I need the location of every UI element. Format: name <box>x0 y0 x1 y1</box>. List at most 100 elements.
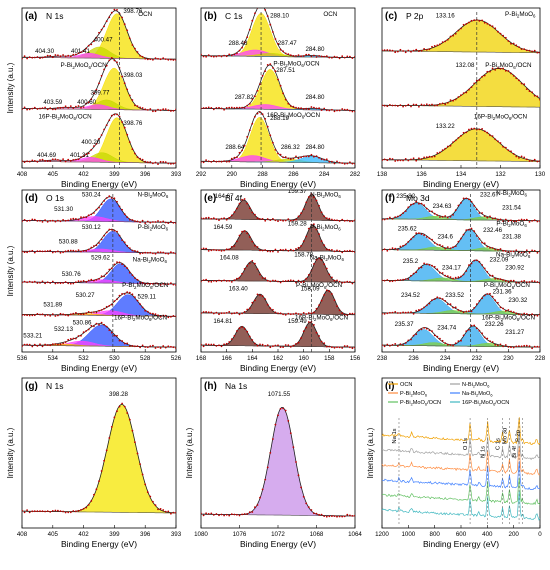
raw-data-point <box>82 106 85 108</box>
raw-data-point <box>389 157 391 160</box>
raw-data-point <box>113 416 116 419</box>
raw-data-point <box>144 309 147 312</box>
x-tick-label: 200 <box>509 531 520 538</box>
x-axis-label: Binding Energy (eV) <box>61 179 137 189</box>
raw-data-point <box>412 203 415 205</box>
raw-data-point <box>139 252 142 255</box>
label-part: P-Bi <box>273 61 285 68</box>
raw-data-point <box>343 515 346 518</box>
raw-data-point <box>118 294 121 297</box>
raw-data-point <box>420 266 423 269</box>
raw-data-point <box>46 108 49 111</box>
raw-data-point <box>428 302 431 305</box>
raw-data-point <box>425 236 428 238</box>
raw-data-point <box>243 327 246 330</box>
raw-data-point <box>320 259 323 261</box>
raw-data-point <box>420 202 423 205</box>
raw-data-point <box>452 34 454 37</box>
raw-data-point <box>44 219 46 222</box>
raw-data-point <box>100 309 103 311</box>
raw-data-point <box>486 245 489 248</box>
raw-data-point <box>266 344 269 346</box>
raw-data-point <box>518 79 520 82</box>
peak-position-label: 400.20 <box>81 139 100 146</box>
raw-data-point <box>64 341 67 343</box>
raw-data-point <box>536 314 539 317</box>
raw-data-point <box>504 279 507 282</box>
raw-data-point <box>146 491 149 494</box>
raw-data-point <box>254 115 256 118</box>
raw-data-point <box>172 511 175 514</box>
raw-data-point <box>313 223 315 226</box>
label-part: 6 <box>338 226 341 231</box>
raw-data-point <box>144 251 147 254</box>
raw-data-point <box>69 218 72 221</box>
raw-data-point <box>287 157 290 160</box>
raw-data-point <box>483 130 486 133</box>
raw-data-point <box>51 313 54 315</box>
raw-data-point <box>131 148 134 151</box>
raw-data-point <box>31 56 34 59</box>
raw-data-point <box>481 332 483 335</box>
peak-position-label: 158.09 <box>301 285 320 292</box>
raw-data-point <box>279 153 282 156</box>
raw-data-point <box>201 512 202 515</box>
x-tick-label: 532 <box>78 355 89 362</box>
label-part: OCN <box>400 382 412 388</box>
raw-data-point <box>346 250 349 252</box>
raw-data-point <box>259 273 261 276</box>
raw-data-point <box>33 280 36 283</box>
label-part: N-Bi <box>496 190 508 197</box>
raw-data-point <box>264 219 267 222</box>
raw-data-point <box>205 311 208 313</box>
raw-data-point <box>504 146 507 149</box>
raw-data-point <box>95 208 98 211</box>
raw-data-point <box>300 313 302 316</box>
raw-data-point <box>36 108 39 110</box>
label-part: 6 <box>301 63 304 68</box>
raw-data-point <box>75 312 77 314</box>
raw-data-point <box>51 510 54 512</box>
raw-data-point <box>116 9 118 11</box>
peak-position-label: 164.59 <box>213 224 232 231</box>
x-tick-label: 526 <box>171 355 182 362</box>
raw-data-point <box>354 312 355 315</box>
raw-data-point <box>251 339 254 341</box>
raw-data-point <box>460 275 462 278</box>
raw-data-point <box>287 344 290 347</box>
raw-data-point <box>218 249 220 252</box>
raw-data-point <box>269 250 272 253</box>
raw-data-point <box>354 163 355 165</box>
sample-label: P-Bi2MoO6 <box>310 224 341 232</box>
raw-data-point <box>313 54 315 57</box>
raw-data-point <box>261 249 264 252</box>
peak-position-label: 401.31 <box>70 152 89 159</box>
raw-data-point <box>410 274 412 277</box>
raw-data-point <box>90 43 93 46</box>
raw-data-point <box>412 236 415 238</box>
label-part: 2 <box>133 317 136 322</box>
raw-data-point <box>515 249 518 252</box>
raw-data-point <box>121 121 123 123</box>
raw-data-point <box>87 44 90 47</box>
raw-data-point <box>415 232 418 235</box>
legend-label: P-Bi2MoO6/OCN <box>400 400 441 406</box>
raw-data-point <box>152 221 154 223</box>
raw-data-point <box>346 108 349 111</box>
raw-data-point <box>223 217 226 220</box>
label-part: 6 <box>324 285 327 290</box>
raw-data-point <box>318 205 320 207</box>
raw-data-point <box>266 303 269 306</box>
raw-data-point <box>113 300 116 303</box>
raw-data-point <box>415 200 418 203</box>
raw-data-point <box>449 215 452 218</box>
raw-data-point <box>502 279 504 281</box>
label-part: MoO <box>519 11 533 18</box>
raw-data-point <box>410 238 412 241</box>
raw-data-point <box>95 244 98 247</box>
raw-data-point <box>98 82 100 85</box>
raw-data-point <box>473 19 476 22</box>
